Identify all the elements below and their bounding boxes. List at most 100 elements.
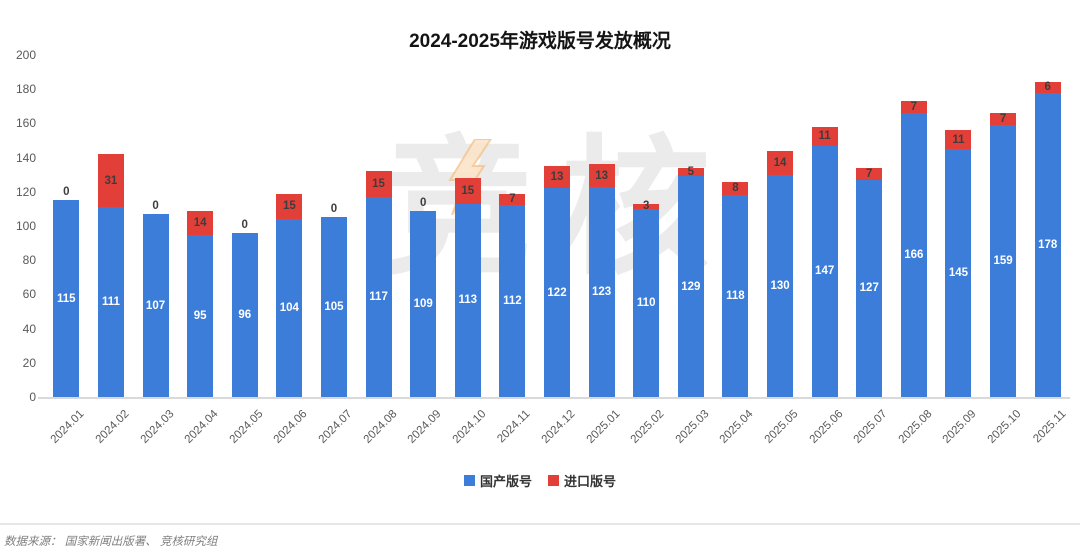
bar-value-domestic: 115 [57, 292, 76, 305]
bar-segment-import [767, 150, 794, 175]
bar-value-domestic: 95 [193, 309, 207, 322]
bar-value-import: 11 [952, 133, 965, 146]
legend-label-domestic: 国产版号 [479, 474, 532, 489]
legend: 国产版号 进口版号 [0, 471, 1080, 490]
bar-segment-import [677, 167, 704, 177]
bar-value-domestic: 96 [238, 308, 252, 321]
bar-value-import: 14 [773, 156, 787, 169]
bar-value-domestic: 111 [101, 296, 120, 309]
bar-value-import: 11 [818, 130, 831, 143]
bar-segment-import [187, 210, 214, 235]
bar-segment-domestic [97, 207, 124, 397]
bar-value-domestic: 113 [458, 294, 478, 307]
bar-value-domestic: 117 [369, 290, 388, 303]
bar-segment-domestic [544, 188, 570, 397]
y-axis-label: 40 [22, 321, 36, 336]
y-axis-label: 100 [15, 219, 36, 233]
bar-segment-domestic [53, 200, 80, 397]
bar-value-import: 7 [509, 193, 516, 206]
bar-segment-domestic [588, 186, 615, 397]
bar-value-domestic: 109 [413, 297, 433, 310]
y-axis-label: 60 [22, 287, 36, 302]
y-axis-label: 140 [15, 150, 36, 165]
bar-value-import: 7 [866, 167, 873, 180]
bar-value-import: 0 [63, 186, 70, 199]
bar-value-import: 0 [330, 203, 338, 216]
bar-value-import: 8 [732, 182, 739, 195]
bar-value-import: 15 [372, 178, 385, 191]
x-axis-line [38, 397, 1070, 399]
bar-value-domestic: 127 [859, 282, 879, 295]
bar-segment-domestic [811, 145, 838, 397]
bar-value-domestic: 159 [993, 255, 1013, 268]
bar-segment-import [588, 164, 615, 187]
bar-segment-domestic [856, 179, 883, 397]
bar-value-domestic: 118 [726, 290, 745, 303]
bar-value-import: 5 [687, 166, 695, 179]
bar-value-import: 3 [643, 200, 650, 213]
y-axis-label: 180 [15, 82, 36, 97]
bar-value-import: 0 [419, 196, 427, 209]
legend-swatch-domestic [463, 475, 475, 486]
bar-segment-domestic [722, 195, 749, 397]
y-axis-label: 200 [15, 48, 36, 62]
bar-segment-import [276, 193, 303, 220]
bar-segment-import [722, 181, 749, 196]
bar-segment-domestic [454, 203, 481, 397]
bar-segment-domestic [990, 125, 1017, 397]
bar-value-domestic: 130 [770, 279, 790, 292]
bar-segment-domestic [633, 208, 660, 397]
bar-segment-domestic [945, 149, 972, 397]
legend-item-domestic: 国产版号 [463, 471, 532, 490]
bar-value-domestic: 112 [503, 295, 522, 308]
bar-value-import: 14 [193, 216, 207, 229]
chart-title: 2024-2025年游戏版号发放概况 [409, 31, 671, 52]
data-source: 数据来源： 国家新闻出版署、 竞核研究组 [4, 536, 218, 548]
y-axis-label: 80 [22, 253, 36, 268]
bar-segment-import [97, 154, 124, 208]
bar-segment-import [633, 203, 660, 209]
bar-value-domestic: 145 [948, 267, 969, 280]
footer-divider [0, 523, 1080, 525]
bar-value-domestic: 166 [904, 249, 924, 262]
bar-segment-domestic [231, 232, 258, 397]
y-axis-label: 160 [15, 116, 36, 131]
bar-segment-domestic [499, 205, 526, 397]
bar-value-domestic: 178 [1038, 238, 1058, 251]
y-axis-label: 120 [15, 184, 36, 199]
bar-segment-domestic [187, 234, 214, 397]
bar-segment-domestic [142, 214, 169, 397]
bar-segment-import [945, 130, 972, 150]
bar-value-domestic: 104 [279, 302, 299, 315]
y-axis-label: 20 [22, 355, 36, 370]
bar-segment-domestic [365, 196, 392, 397]
bar-segment-import [900, 101, 927, 114]
bar-segment-domestic [410, 210, 437, 397]
bar-value-domestic: 105 [324, 301, 344, 314]
bar-value-import: 7 [910, 101, 918, 114]
bar-value-import: 13 [550, 171, 564, 184]
bar-segment-import [990, 113, 1017, 126]
bar-segment-domestic [1034, 92, 1061, 397]
bar-segment-import [856, 167, 883, 180]
bar-value-domestic: 129 [681, 280, 701, 293]
bar-segment-import [811, 126, 838, 146]
bar-value-import: 15 [282, 200, 296, 213]
bar-segment-import [499, 193, 526, 206]
bar-value-domestic: 110 [636, 296, 656, 309]
legend-item-import: 进口版号 [548, 471, 616, 490]
bar-value-domestic: 107 [145, 299, 166, 312]
bar-segment-import [365, 171, 392, 197]
legend-swatch-import [548, 475, 559, 486]
bar-value-domestic: 122 [547, 286, 567, 299]
bar-value-import: 6 [1044, 81, 1051, 94]
bar-segment-domestic [276, 219, 303, 397]
bar-value-import: 15 [461, 184, 475, 197]
bar-value-import: 7 [999, 113, 1007, 126]
bar-value-import: 0 [241, 218, 248, 231]
bar-value-domestic: 147 [815, 265, 835, 278]
bar-segment-import [1034, 82, 1061, 93]
bar-segment-import [544, 166, 570, 189]
bar-value-domestic: 123 [592, 285, 612, 298]
